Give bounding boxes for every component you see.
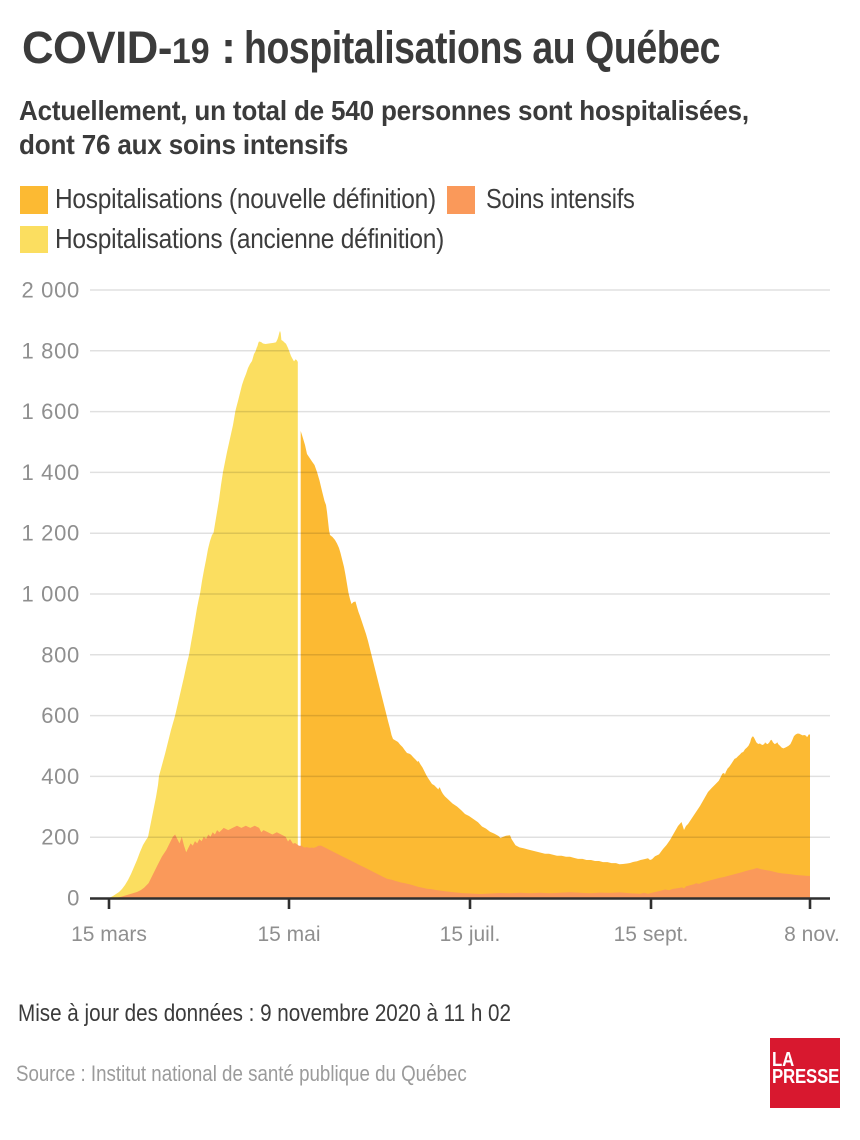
svg-text:15 sept.: 15 sept. — [614, 923, 689, 946]
svg-text:15 juil.: 15 juil. — [440, 923, 501, 946]
svg-text:1 000: 1 000 — [21, 582, 80, 607]
svg-text:800: 800 — [41, 642, 80, 667]
svg-text:1 200: 1 200 — [21, 521, 80, 546]
svg-text:15 mars: 15 mars — [71, 923, 147, 946]
svg-text:1 400: 1 400 — [21, 460, 80, 485]
svg-text:200: 200 — [41, 825, 80, 850]
svg-text:1 800: 1 800 — [21, 338, 80, 363]
svg-text:8 nov.: 8 nov. — [784, 923, 840, 946]
svg-text:600: 600 — [41, 703, 80, 728]
svg-text:0: 0 — [67, 886, 80, 911]
svg-text:2 000: 2 000 — [21, 278, 80, 303]
svg-text:1 600: 1 600 — [21, 399, 80, 424]
svg-text:400: 400 — [41, 764, 80, 789]
svg-text:15 mai: 15 mai — [257, 923, 320, 946]
